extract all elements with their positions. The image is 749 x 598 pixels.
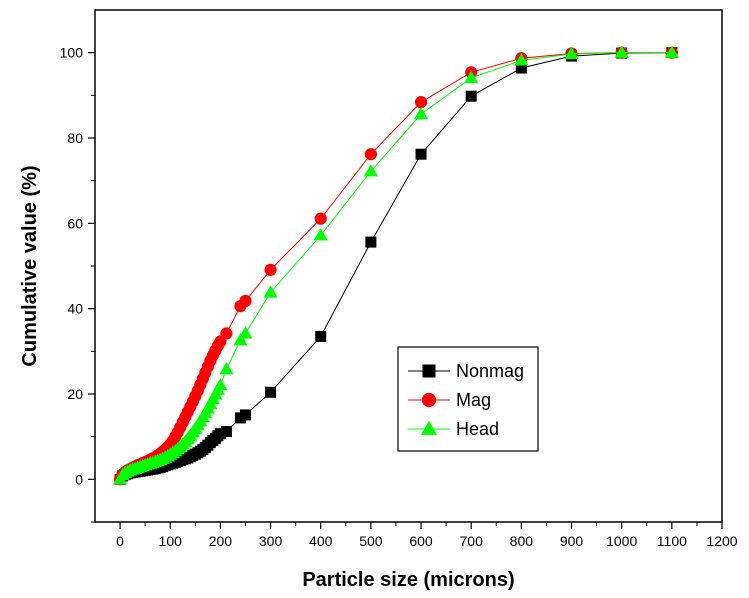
x-tick-label: 800 [510,533,534,549]
data-point-nonmag [265,386,277,398]
data-point-mag [214,335,227,348]
legend-marker-head [420,420,438,435]
legend-label-mag: Mag [456,390,491,410]
data-point-mag [264,263,277,276]
data-point-nonmag [315,330,327,342]
data-point-head [263,285,278,298]
y-tick-label: 80 [67,130,83,146]
x-tick-label: 400 [309,533,333,549]
series-layer [113,45,679,486]
legend-marker-nonmag [422,364,436,378]
data-point-head [213,377,228,391]
y-tick-label: 100 [60,45,84,61]
y-tick-label: 60 [67,215,83,231]
legend-label-head: Head [456,419,499,439]
x-axis-title: Particle size (microns) [302,569,514,591]
y-axis-title: Cumulative value (%) [19,165,41,366]
data-point-nonmag [465,90,477,102]
x-tick-label: 100 [159,533,183,549]
data-point-nonmag [415,148,427,160]
x-tick-label: 500 [359,533,383,549]
x-tick-label: 1000 [606,533,637,549]
data-point-head [664,45,679,58]
data-point-head [363,164,378,177]
legend-label-nonmag: Nonmag [456,361,524,381]
x-tick-label: 700 [460,533,484,549]
x-tick-label: 600 [409,533,433,549]
data-point-mag [239,294,252,308]
data-point-head [413,106,429,120]
data-point-nonmag [220,426,232,438]
data-point-head [238,326,253,339]
x-axis-ticks: 0 100 200 300 400 500 600 700 800 900 1000 1100 1200 [116,522,738,549]
data-point-mag [364,148,377,161]
data-point-head [564,46,579,60]
data-point-head [464,70,479,83]
x-tick-label: 200 [209,533,233,549]
data-point-head [233,333,248,346]
x-tick-label: 0 [116,533,124,549]
y-tick-label: 20 [67,386,83,402]
x-tick-label: 1100 [657,533,687,549]
data-point-mag [220,327,233,340]
legend-box [397,346,539,452]
data-point-head [614,45,629,58]
x-tick-label: 900 [560,533,584,549]
y-tick-label: 40 [67,301,83,317]
legend-marker-mag [421,392,437,408]
series-head [113,45,679,485]
x-tick-label: 1200 [706,533,737,549]
data-point-mag [314,212,327,225]
data-point-head [313,228,328,241]
data-point-head [514,53,529,66]
data-point-mag [414,96,428,109]
legend: Nonmag Mag Head [397,346,539,452]
y-tick-label: 0 [75,471,83,487]
data-point-nonmag [365,236,377,248]
data-point-nonmag [239,409,251,421]
x-tick-label: 300 [259,533,283,549]
y-axis-ticks: 0 20 40 60 80 100 [60,45,95,523]
data-point-head [219,362,234,375]
